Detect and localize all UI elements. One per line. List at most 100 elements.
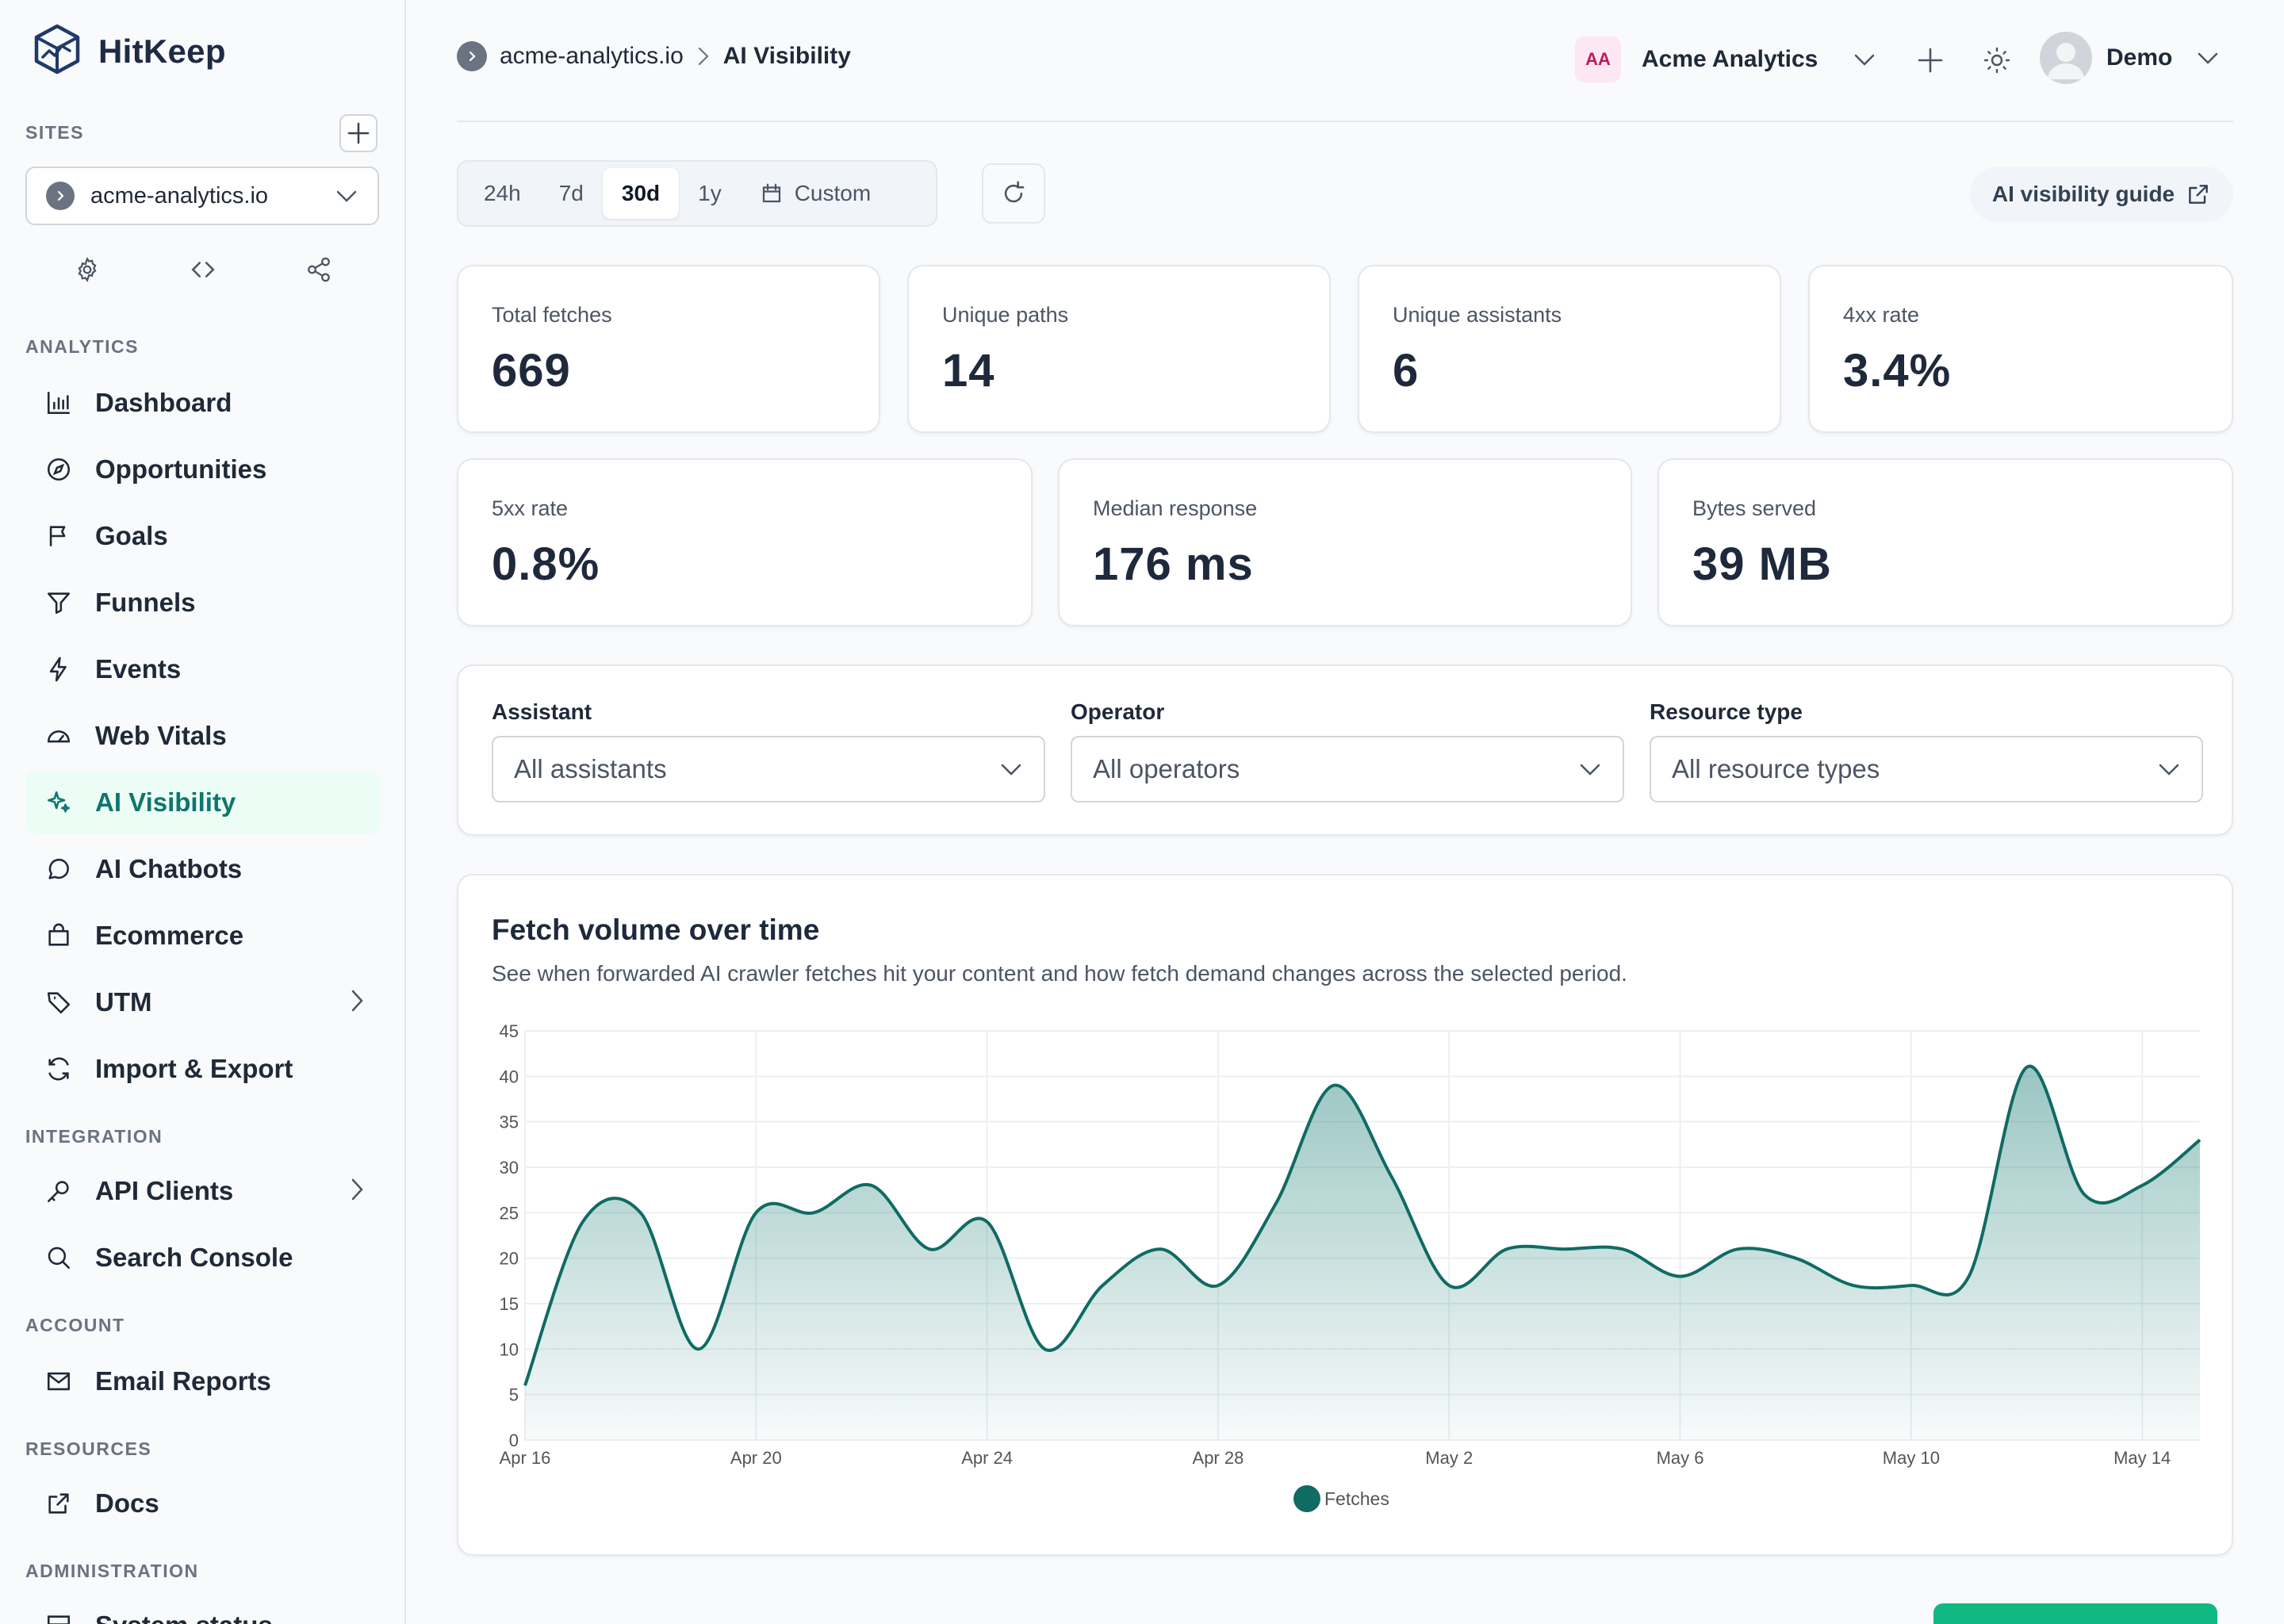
sidebar-item-ai-visibility[interactable]: AI Visibility xyxy=(25,771,379,834)
user-menu[interactable]: Demo xyxy=(2040,32,2220,84)
theme-toggle-button[interactable] xyxy=(1979,43,2014,78)
sidebar-item-system-status[interactable]: System status xyxy=(25,1594,379,1624)
site-share-button[interactable] xyxy=(303,254,335,285)
sidebar-item-opportunities[interactable]: Opportunities xyxy=(25,438,379,501)
range-1y-button[interactable]: 1y xyxy=(698,181,722,205)
y-tick-label: 5 xyxy=(509,1385,519,1405)
sidebar-item-web-vitals[interactable]: Web Vitals xyxy=(25,704,379,768)
refresh-button[interactable] xyxy=(982,163,1045,224)
sidebar-item-funnels[interactable]: Funnels xyxy=(25,571,379,634)
sidebar-item-label: Search Console xyxy=(95,1243,293,1272)
calendar-icon xyxy=(762,183,780,203)
tag-icon xyxy=(43,986,75,1018)
sidebar-item-email-reports[interactable]: Email Reports xyxy=(25,1350,379,1413)
operator-select[interactable]: All operators xyxy=(1071,736,1624,802)
x-tick-label: Apr 28 xyxy=(1193,1448,1244,1468)
range-custom-button[interactable]: Custom xyxy=(741,168,890,219)
sidebar-item-import-export[interactable]: Import & Export xyxy=(25,1037,379,1101)
x-tick-label: Apr 24 xyxy=(961,1448,1013,1468)
logo-icon xyxy=(33,24,81,79)
resources-section-label: RESOURCES xyxy=(25,1438,152,1459)
resource-type-filter-label: Resource type xyxy=(1650,699,1803,724)
operator-filter-label: Operator xyxy=(1071,699,1165,724)
range-custom-label: Custom xyxy=(794,181,872,205)
legend-fetches-label: Fetches xyxy=(1324,1488,1389,1509)
site-selector[interactable]: acme-analytics.io xyxy=(25,167,379,225)
sidebar-item-docs[interactable]: Docs xyxy=(25,1472,379,1535)
add-site-button[interactable] xyxy=(339,114,377,152)
resource-type-select-value: All resource types xyxy=(1672,754,1880,783)
sidebar-item-api-clients[interactable]: API Clients xyxy=(25,1159,379,1223)
sidebar-item-label: Opportunities xyxy=(95,454,267,484)
external-link-icon xyxy=(2189,185,2208,204)
app-logo[interactable]: HitKeep xyxy=(33,24,226,79)
gear-icon xyxy=(78,257,97,282)
y-tick-label: 15 xyxy=(500,1294,519,1314)
chart-legend: Fetches xyxy=(1293,1485,1389,1512)
date-range-selector: 24h 7d 30d 1y Custom xyxy=(457,160,937,227)
stat-label: Unique assistants xyxy=(1393,303,1562,327)
x-tick-label: May 6 xyxy=(1657,1448,1704,1468)
chevron-down-icon xyxy=(1580,764,1600,776)
org-switcher[interactable]: AA Acme Analytics xyxy=(1575,36,1876,82)
fetches-series-line xyxy=(523,1064,2202,1386)
sun-icon xyxy=(1983,47,2010,74)
sync-icon xyxy=(43,1053,75,1085)
range-24h-button[interactable]: 24h xyxy=(484,181,521,205)
mail-icon xyxy=(43,1365,75,1397)
y-tick-label: 20 xyxy=(500,1249,519,1269)
gauge-icon xyxy=(43,720,75,752)
stat-card-bytes-served: Bytes served 39 MB xyxy=(1657,458,2233,626)
assistant-select[interactable]: All assistants xyxy=(492,736,1045,802)
stat-value: 176 ms xyxy=(1093,538,1254,590)
account-section-label: ACCOUNT xyxy=(25,1315,125,1335)
code-icon xyxy=(191,262,215,278)
bottom-action-button[interactable] xyxy=(1933,1603,2217,1624)
x-tick-label: May 2 xyxy=(1425,1448,1473,1468)
sidebar-item-ecommerce[interactable]: Ecommerce xyxy=(25,904,379,967)
administration-section-label: ADMINISTRATION xyxy=(25,1561,199,1581)
sidebar-item-search-console[interactable]: Search Console xyxy=(25,1226,379,1289)
stat-value: 3.4% xyxy=(1843,345,1952,396)
stat-card-median-response: Median response 176 ms xyxy=(1058,458,1632,626)
stat-card-4xx-rate: 4xx rate 3.4% xyxy=(1808,265,2233,433)
x-tick-label: Apr 16 xyxy=(500,1448,551,1468)
site-embed-code-button[interactable] xyxy=(187,254,219,285)
filters-panel: Assistant All assistants Operator All op… xyxy=(457,665,2233,836)
bolt-icon xyxy=(43,653,75,685)
range-7d-button[interactable]: 7d xyxy=(558,181,584,205)
range-30d-button[interactable]: 30d xyxy=(602,168,680,219)
sidebar-item-dashboard[interactable]: Dashboard xyxy=(25,371,379,435)
plus-icon xyxy=(347,122,370,144)
stat-label: Unique paths xyxy=(942,303,1069,327)
site-settings-button[interactable] xyxy=(71,254,103,285)
operator-filter: Operator All operators xyxy=(1071,699,1624,802)
y-tick-label: 30 xyxy=(500,1158,519,1178)
chart-title: Fetch volume over time xyxy=(492,914,820,946)
sidebar-item-label: Goals xyxy=(95,521,168,550)
y-tick-label: 10 xyxy=(500,1339,519,1359)
breadcrumb-site-link[interactable]: acme-analytics.io xyxy=(500,43,684,69)
chevron-down-icon xyxy=(1855,54,1875,66)
sidebar-item-utm[interactable]: UTM xyxy=(25,971,379,1034)
breadcrumb-current-page: AI Visibility xyxy=(722,43,851,69)
x-tick-label: May 14 xyxy=(2113,1448,2171,1468)
flag-icon xyxy=(43,520,75,552)
create-button[interactable] xyxy=(1913,43,1948,78)
plus-icon xyxy=(1918,48,1943,73)
chat-icon xyxy=(43,853,75,885)
sidebar-item-events[interactable]: Events xyxy=(25,638,379,701)
funnel-icon xyxy=(43,587,75,619)
resource-type-select[interactable]: All resource types xyxy=(1650,736,2203,802)
org-name: Acme Analytics xyxy=(1642,46,1818,72)
y-tick-label: 0 xyxy=(509,1431,519,1450)
ai-visibility-guide-link[interactable]: AI visibility guide xyxy=(1970,167,2233,222)
sidebar-item-ai-chatbots[interactable]: AI Chatbots xyxy=(25,837,379,901)
site-selector-value: acme-analytics.io xyxy=(90,182,269,209)
stat-value: 0.8% xyxy=(492,538,600,590)
assistant-select-value: All assistants xyxy=(514,754,667,783)
sidebar-item-goals[interactable]: Goals xyxy=(25,504,379,568)
fetch-volume-chart[interactable]: 0 5 10 15 20 25 30 35 40 45 Apr 16 Apr 20 Apr 24 Apr … xyxy=(458,875,2235,1557)
chevron-down-icon xyxy=(1001,764,1021,776)
top-bar: acme-analytics.io AI Visibility AA Acme … xyxy=(457,0,2233,122)
